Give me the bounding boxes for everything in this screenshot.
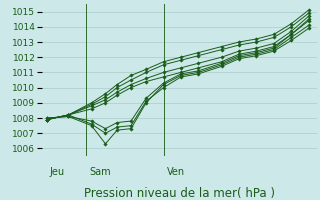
Text: Pression niveau de la mer( hPa ): Pression niveau de la mer( hPa ) bbox=[84, 187, 275, 200]
Text: Sam: Sam bbox=[89, 167, 111, 177]
Text: Jeu: Jeu bbox=[50, 167, 65, 177]
Text: Ven: Ven bbox=[167, 167, 185, 177]
